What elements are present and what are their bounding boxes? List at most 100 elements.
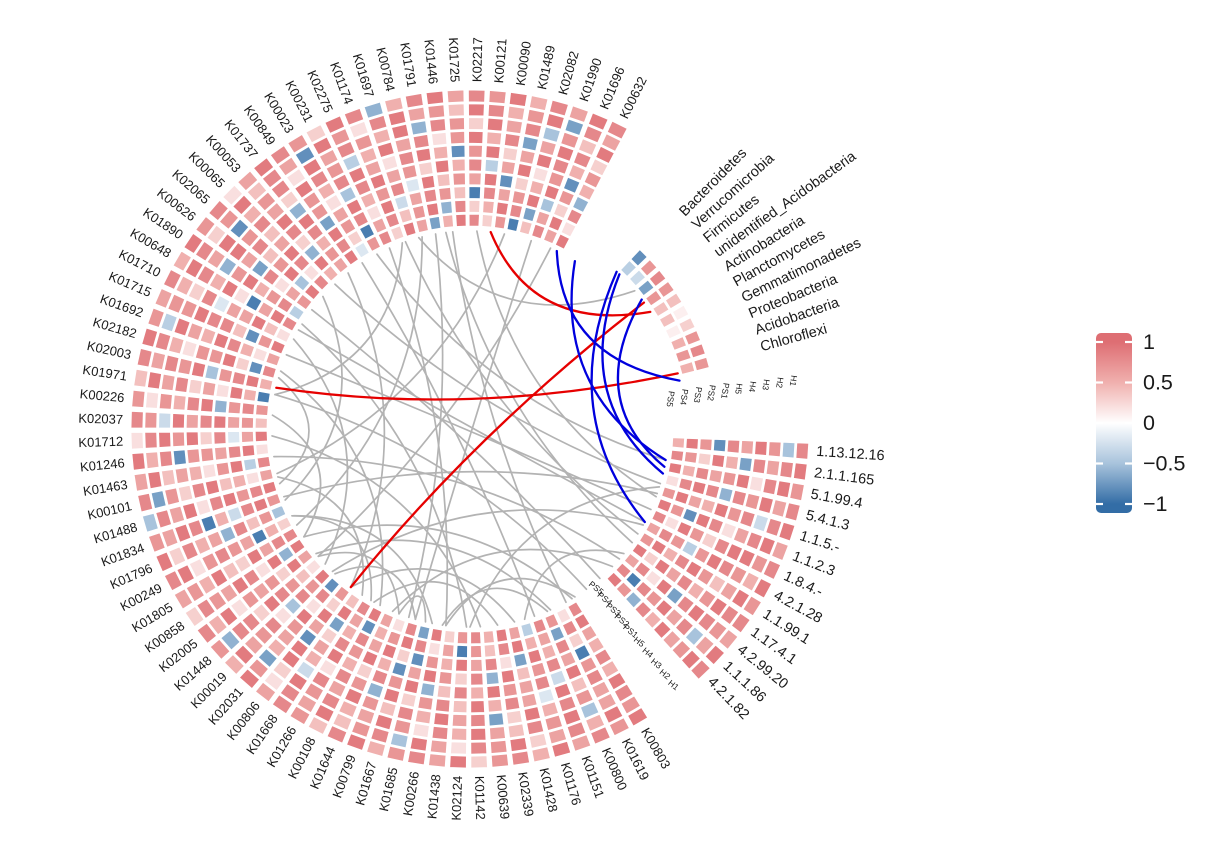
heatmap-cell [283,284,303,303]
heatmap-cell [331,205,351,225]
heatmap-cell [130,451,147,472]
heatmap-cell [448,130,466,146]
heatmap-cell [624,570,643,590]
heatmap-cell [257,540,276,559]
heatmap-cell [658,311,677,329]
legend-colorbar: 1 0.5 0 −0.5 −1 [1096,330,1185,516]
heatmap-cell [522,705,542,723]
heatmap-cell [311,135,334,156]
heatmap-cell [508,203,524,220]
heatmap-cell [506,722,526,740]
heatmap-cell [414,217,430,234]
gray-link [311,308,601,580]
heatmap-cell [315,606,335,626]
heatmap-cell [247,359,265,376]
legend-tick-mark [1125,502,1132,506]
heatmap-cell [489,739,509,755]
heatmap-cell [302,263,321,282]
heatmap-cell [185,413,200,430]
gray-link [349,568,516,623]
heatmap-cell [244,373,261,389]
heatmap-cell [483,158,500,174]
gray-link [445,231,634,544]
ring-sample-label: PS3 [692,386,704,404]
heatmap-cell [320,691,342,711]
heatmap-cell [199,446,215,463]
heatmap-cell [384,167,403,185]
heatmap-cell [626,706,649,728]
heatmap-cell [704,482,721,500]
legend-tick-label: −0.5 [1143,452,1185,476]
heatmap-cell [498,654,514,671]
heatmap-cell [149,350,167,371]
heatmap-cell [469,671,485,687]
heatmap-cell [504,118,524,135]
heatmap-cell [252,280,272,300]
heatmap-cell [313,586,332,606]
heatmap-cell [212,294,232,315]
heatmap-cell [194,215,217,238]
heatmap-cell [130,389,147,409]
heatmap-cell [234,487,252,504]
ko-label: K00090 [513,40,534,87]
ko-label: K01142 [472,776,488,820]
heatmap-cell [331,255,350,274]
heatmap-cell [280,315,299,333]
heatmap-cell [364,234,382,253]
heatmap-cell [132,471,150,493]
heatmap-cell [712,536,732,557]
heatmap-cell [716,558,736,579]
heatmap-cell [340,623,359,642]
heatmap-cell [499,159,517,176]
heatmap-cell [553,681,573,701]
heatmap-cell [503,695,522,712]
heatmap-cell [275,627,297,648]
heatmap-cell [157,431,173,449]
heatmap-cell [525,718,545,736]
heatmap-cell [456,630,469,645]
heatmap-cell [293,178,315,200]
heatmap-cell [200,551,221,573]
heatmap-cell [757,535,777,557]
heatmap-cell [313,567,332,586]
ko-label: K00266 [400,770,422,817]
heatmap-cell [613,682,635,704]
heatmap-cell [717,628,740,651]
heatmap-cell [220,351,238,369]
heatmap-cell [599,659,621,679]
heatmap-cell [261,223,283,245]
heatmap-cell [383,95,405,114]
heatmap-cell [434,697,452,714]
heatmap-cell [684,559,704,579]
heatmap-cell [199,514,218,534]
heatmap-cell [253,624,275,646]
heatmap-cell [725,438,741,455]
heatmap-cell [345,732,368,752]
heatmap-cell [552,201,570,220]
heatmap-cell [271,233,292,254]
heatmap-cell [247,657,270,680]
heatmap-cell [455,644,469,659]
heatmap-cell [225,539,245,559]
heatmap-cell [158,392,174,411]
heatmap-cell [223,653,246,676]
heatmap-cell [708,596,729,618]
heatmap-cell [281,527,300,545]
heatmap-cell [453,671,469,687]
heatmap-cell [741,594,763,618]
heatmap-cell [695,566,716,587]
heatmap-cell [732,526,751,546]
heatmap-cell [208,638,232,661]
heatmap-cell [577,137,599,157]
heatmap-cell [730,587,751,610]
heatmap-cell [467,157,484,173]
heatmap-cell [360,693,381,713]
heatmap-cell [548,625,566,643]
heatmap-cell [262,320,280,338]
heatmap-cell [264,201,286,223]
heatmap-cell [417,160,435,177]
heatmap-cell [269,533,288,552]
heatmap-cell [686,602,707,624]
heatmap-cell [451,171,467,187]
heatmap-cell [505,216,521,233]
